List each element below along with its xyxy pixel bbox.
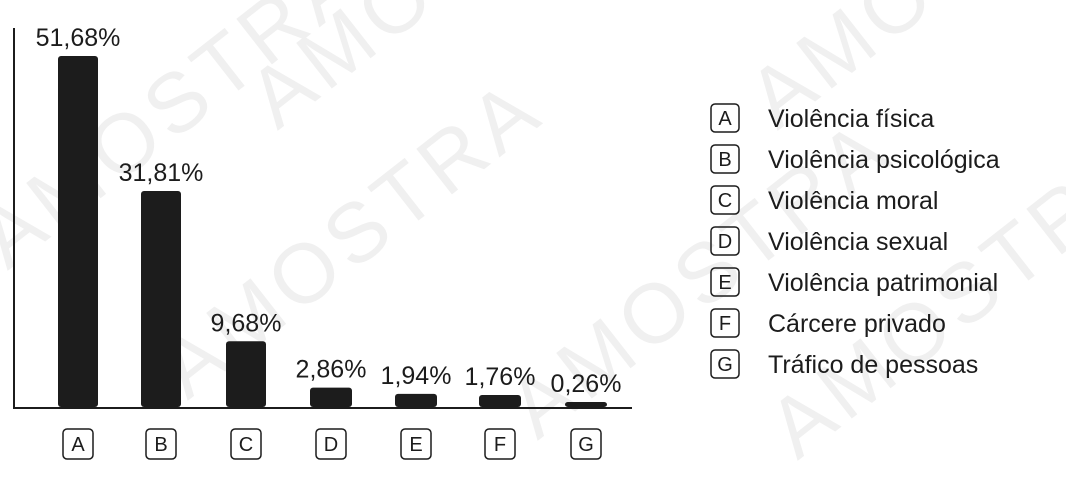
bar-a	[58, 56, 98, 407]
legend-key-d: D	[718, 231, 732, 253]
legend-key-box-a	[710, 103, 740, 133]
legend-key-c: C	[718, 190, 732, 212]
bar-g	[565, 402, 607, 407]
legend: A Violência física B Violência psicológica C…	[710, 103, 1000, 379]
legend-key-box-e	[710, 267, 740, 297]
axes-layer	[13, 28, 632, 409]
category-key-b: B	[154, 434, 167, 456]
bar-f	[479, 395, 521, 407]
x-category-keys: A B C D E F G	[62, 428, 602, 460]
legend-key-box-g	[710, 349, 740, 379]
legend-label-e: Violência patrimonial	[768, 269, 998, 297]
category-key-box-a	[62, 428, 94, 460]
category-key-box-g	[570, 428, 602, 460]
bar-d	[310, 387, 352, 407]
category-key-a: A	[71, 434, 85, 456]
value-label-g: 0,26%	[551, 370, 622, 398]
category-key-box-e	[400, 428, 432, 460]
category-key-c: C	[239, 434, 253, 456]
bar-b	[141, 190, 181, 407]
bars-layer: 51,68% 31,81% 9,68% 2,86% 1,94% 1,76% 0,26%	[36, 24, 622, 407]
legend-label-a: Violência física	[768, 105, 934, 133]
legend-label-f: Cárcere privado	[768, 310, 946, 338]
legend-key-e: E	[718, 272, 731, 294]
legend-key-b: B	[718, 149, 731, 171]
value-label-f: 1,76%	[465, 363, 536, 391]
value-label-e: 1,94%	[381, 362, 452, 390]
legend-label-c: Violência moral	[768, 187, 938, 215]
value-label-a: 51,68%	[36, 24, 121, 52]
value-label-c: 9,68%	[211, 309, 282, 337]
category-key-box-b	[145, 428, 177, 460]
legend-key-box-c	[710, 185, 740, 215]
category-key-f: F	[494, 434, 506, 456]
legend-key-box-b	[710, 144, 740, 174]
legend-key-g: G	[717, 354, 733, 376]
legend-key-box-f	[710, 308, 740, 338]
legend-label-b: Violência psicológica	[768, 146, 1000, 174]
value-label-b: 31,81%	[119, 159, 204, 187]
bar-c	[226, 341, 266, 407]
bar-e	[395, 393, 437, 407]
legend-key-f: F	[719, 313, 731, 335]
category-key-g: G	[578, 434, 594, 456]
value-label-d: 2,86%	[296, 356, 367, 384]
legend-key-a: A	[718, 108, 732, 130]
category-key-d: D	[324, 434, 338, 456]
legend-label-g: Tráfico de pessoas	[768, 351, 978, 379]
legend-key-box-d	[710, 226, 740, 256]
category-key-e: E	[409, 434, 422, 456]
legend-label-d: Violência sexual	[768, 228, 948, 256]
category-key-box-d	[315, 428, 347, 460]
category-key-box-c	[230, 428, 262, 460]
category-key-box-f	[484, 428, 516, 460]
